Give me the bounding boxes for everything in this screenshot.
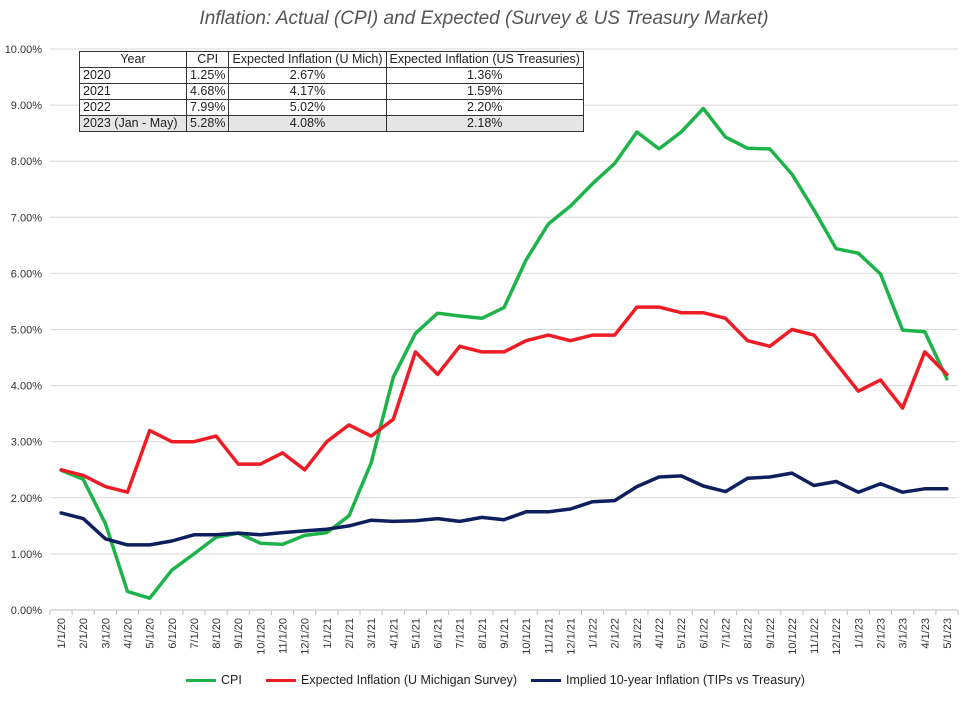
cell-cpi: 1.25%: [185, 67, 230, 84]
x-tick-label: 5/1/22: [676, 618, 688, 649]
cell-treasuries: 1.59%: [385, 83, 584, 100]
x-tick-label: 8/1/21: [477, 618, 489, 649]
x-tick-label: 3/1/23: [898, 618, 910, 649]
header-cpi: CPI: [185, 51, 230, 68]
y-tick-label: 3.00%: [11, 437, 42, 449]
legend-item-treasury: Implied 10-year Inflation (TIPs vs Treas…: [531, 673, 805, 687]
x-tick-label: 8/1/22: [743, 618, 755, 649]
y-tick-label: 10.00%: [5, 44, 43, 56]
table-row: 2022 7.99% 5.02% 2.20%: [79, 99, 584, 116]
series-lines: [59, 106, 949, 600]
cell-cpi: 7.99%: [185, 99, 230, 116]
table-row: 2020 1.25% 2.67% 1.36%: [79, 67, 584, 84]
y-tick-labels: 0.00% 1.00% 2.00% 3.00% 4.00% 5.00% 6.00% 7.00%…: [5, 44, 43, 617]
x-tick-label: 1/1/23: [853, 618, 865, 649]
x-tick-label: 9/1/20: [233, 618, 245, 649]
x-tick-label: 5/1/23: [942, 618, 954, 649]
x-tick-label: 4/1/22: [654, 618, 666, 649]
x-tick-label: 6/1/21: [433, 618, 445, 649]
x-tick-label: 7/1/22: [720, 618, 732, 649]
y-tick-label: 6.00%: [11, 268, 42, 280]
x-tick-label: 5/1/21: [410, 618, 422, 649]
legend-label-cpi: CPI: [221, 673, 242, 687]
legend-label-umich: Expected Inflation (U Michigan Survey): [301, 673, 518, 687]
y-tick-label: 9.00%: [11, 100, 42, 112]
x-tick-label: 3/1/21: [366, 618, 378, 649]
cell-umich: 2.67%: [228, 67, 387, 84]
legend-item-umich: Expected Inflation (U Michigan Survey): [266, 673, 517, 687]
cell-cpi: 5.28%: [185, 115, 230, 132]
y-tick-label: 4.00%: [11, 381, 42, 393]
x-tick-label: 12/1/22: [831, 618, 843, 655]
series-line-cpi: [59, 106, 949, 600]
axes: [49, 609, 959, 615]
y-tick-label: 1.00%: [11, 549, 42, 561]
y-tick-label: 7.00%: [11, 212, 42, 224]
header-umich: Expected Inflation (U Mich): [228, 51, 387, 68]
x-tick-label: 10/1/22: [787, 618, 799, 655]
legend-swatch-cpi: [186, 678, 216, 682]
x-tick-label: 2/1/21: [344, 618, 356, 649]
table-header-row: Year CPI Expected Inflation (U Mich) Exp…: [79, 51, 584, 68]
x-tick-label: 9/1/21: [499, 618, 511, 649]
x-tick-label: 1/1/21: [322, 618, 334, 649]
legend-label-treasury: Implied 10-year Inflation (TIPs vs Treas…: [566, 673, 805, 687]
series-line-umich: [59, 305, 949, 494]
cell-umich: 5.02%: [228, 99, 387, 116]
x-tick-label: 7/1/20: [189, 618, 201, 649]
x-tick-label: 11/1/21: [543, 618, 555, 654]
cell-year: 2023 (Jan - May): [79, 115, 187, 132]
x-tick-label: 12/1/20: [300, 618, 312, 655]
x-tick-label: 4/1/20: [123, 618, 135, 649]
legend-item-cpi: CPI: [186, 673, 242, 687]
cell-year: 2022: [79, 99, 187, 116]
x-tick-labels: 1/1/20 2/1/20 3/1/20 4/1/20 5/1/20 6/1/20 7/1/…: [56, 618, 954, 655]
legend-swatch-treasury: [531, 678, 561, 682]
x-tick-label: 11/1/22: [809, 618, 821, 654]
x-tick-label: 3/1/20: [100, 618, 112, 649]
y-tick-label: 8.00%: [11, 156, 42, 168]
x-tick-label: 8/1/20: [211, 618, 223, 649]
cell-umich: 4.08%: [228, 115, 387, 132]
x-tick-label: 9/1/22: [765, 618, 777, 649]
table-row: 2021 4.68% 4.17% 1.59%: [79, 83, 584, 100]
x-tick-label: 1/1/22: [588, 618, 600, 649]
x-tick-label: 7/1/21: [455, 618, 467, 649]
x-tick-label: 6/1/20: [167, 618, 179, 649]
header-treasuries: Expected Inflation (US Treasuries): [385, 51, 584, 68]
table-row: 2023 (Jan - May) 5.28% 4.08% 2.18%: [79, 115, 584, 132]
x-tick-label: 5/1/20: [145, 618, 157, 649]
x-tick-label: 12/1/21: [565, 618, 577, 655]
x-tick-label: 2/1/22: [610, 618, 622, 649]
x-tick-label: 1/1/20: [56, 618, 68, 649]
cell-year: 2020: [79, 67, 187, 84]
x-tick-label: 11/1/20: [278, 618, 290, 654]
cell-treasuries: 1.36%: [385, 67, 584, 84]
y-tick-label: 0.00%: [11, 605, 42, 617]
cell-treasuries: 2.20%: [385, 99, 584, 116]
cell-cpi: 4.68%: [185, 83, 230, 100]
cell-umich: 4.17%: [228, 83, 387, 100]
cell-treasuries: 2.18%: [385, 115, 584, 132]
legend-swatch-umich: [266, 678, 296, 682]
x-tick-label: 4/1/21: [388, 618, 400, 649]
series-line-treasury: [59, 471, 949, 547]
y-tick-label: 2.00%: [11, 493, 42, 505]
x-tick-label: 10/1/20: [255, 618, 267, 655]
x-tick-label: 3/1/22: [632, 618, 644, 649]
x-tick-label: 2/1/23: [875, 618, 887, 649]
summary-table: Year CPI Expected Inflation (U Mich) Exp…: [79, 51, 584, 132]
x-tick-label: 10/1/21: [521, 618, 533, 655]
cell-year: 2021: [79, 83, 187, 100]
x-tick-label: 6/1/22: [698, 618, 710, 649]
x-tick-label: 2/1/20: [78, 618, 90, 649]
chart-legend: CPI Expected Inflation (U Michigan Surve…: [0, 673, 968, 693]
header-year: Year: [79, 51, 187, 68]
x-tick-label: 4/1/23: [920, 618, 932, 649]
chart-title: Inflation: Actual (CPI) and Expected (Su…: [199, 8, 769, 29]
y-tick-label: 5.00%: [11, 325, 42, 337]
